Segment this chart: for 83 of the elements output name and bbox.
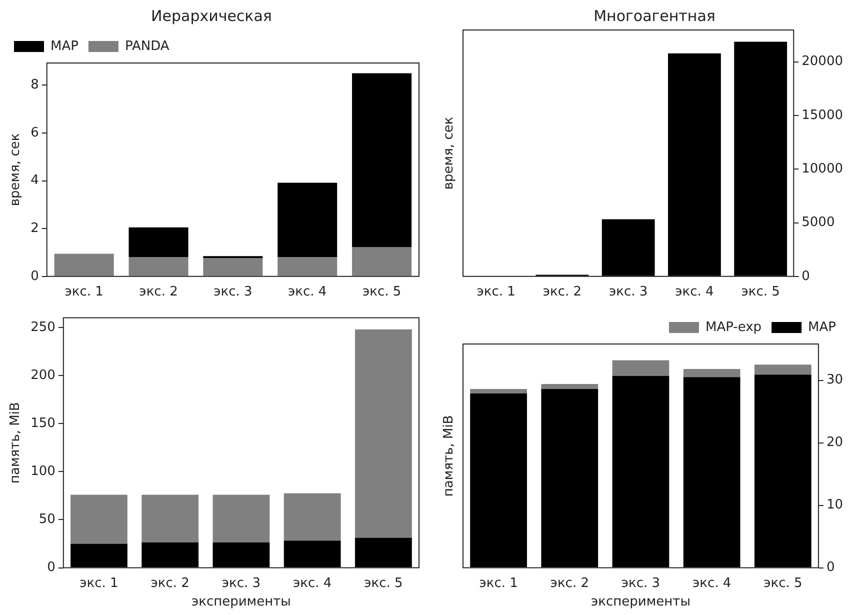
x-tick-label: экс. 2 xyxy=(139,284,178,300)
x-tick-label: экс. 1 xyxy=(476,284,516,300)
bar xyxy=(128,257,188,276)
y-tick-label: 2 xyxy=(30,220,39,236)
bar xyxy=(754,374,812,568)
legend-label: MAP xyxy=(808,320,836,335)
x-tick-label: экс. 4 xyxy=(692,576,732,591)
x-tick-label: экс. 5 xyxy=(764,576,802,591)
chart-title: Иерархическая xyxy=(151,6,272,25)
x-axis-title: эксперименты xyxy=(191,594,291,610)
x-tick-label: экс. 1 xyxy=(479,576,518,591)
bar xyxy=(278,182,338,258)
y-tick-label: 150 xyxy=(30,416,56,431)
y-tick-label: 100 xyxy=(30,464,56,480)
y2-tick-label: 30 xyxy=(826,372,844,388)
x-tick-label: экс. 4 xyxy=(292,576,332,591)
y-tick-label: 8 xyxy=(30,78,39,93)
bar xyxy=(734,42,788,276)
y-tick-label: 4 xyxy=(30,173,39,188)
bar xyxy=(352,247,412,276)
y2-tick-label: 5000 xyxy=(802,215,835,230)
bar xyxy=(284,540,341,568)
x-tick-label: экс. 2 xyxy=(542,284,582,300)
x-tick-label: экс. 1 xyxy=(80,576,118,591)
bar xyxy=(612,376,670,568)
y2-axis-title: память, MiB xyxy=(441,415,456,497)
x-tick-label: экс. 5 xyxy=(364,576,403,591)
legend-label: PANDA xyxy=(124,38,170,54)
x-tick-label: экс. 3 xyxy=(621,576,660,591)
bar xyxy=(612,360,670,376)
x-tick-label: экс. 3 xyxy=(608,284,648,300)
y2-tick-label: 20000 xyxy=(802,54,844,70)
y-tick-label: 6 xyxy=(30,125,39,140)
y-tick-label: 0 xyxy=(30,268,39,284)
bar xyxy=(541,384,598,390)
bar xyxy=(212,494,270,542)
bar xyxy=(754,364,812,375)
x-axis-title: эксперименты xyxy=(590,594,690,610)
y2-axis-title: время, сек xyxy=(441,116,456,190)
bar xyxy=(212,542,270,568)
y-tick-label: 0 xyxy=(47,560,56,576)
x-tick-label: экс. 4 xyxy=(288,284,327,300)
y-tick-label: 200 xyxy=(30,368,56,383)
bar xyxy=(683,377,740,568)
y2-tick-label: 0 xyxy=(802,268,810,284)
legend-label: MAP xyxy=(50,38,79,54)
y-tick-label: 250 xyxy=(30,320,56,335)
x-tick-label: экс. 1 xyxy=(64,284,104,300)
x-tick-label: экс. 4 xyxy=(675,284,714,300)
bar xyxy=(668,53,721,276)
bar xyxy=(541,389,598,568)
bar xyxy=(354,329,412,538)
y-axis-title: время, сек xyxy=(8,133,24,206)
bar xyxy=(142,542,199,568)
y2-tick-label: 0 xyxy=(826,560,835,576)
x-tick-label: экс. 5 xyxy=(362,284,402,300)
bar xyxy=(70,494,128,544)
y2-tick-label: 10000 xyxy=(802,162,844,177)
y-axis-title: память, MiB xyxy=(8,402,24,484)
bar xyxy=(683,369,740,378)
legend-label: MAP-exp xyxy=(705,320,762,335)
bar xyxy=(352,73,412,248)
bar xyxy=(54,254,114,276)
bar xyxy=(278,257,338,276)
bar xyxy=(470,393,527,568)
x-tick-label: экс. 2 xyxy=(550,576,589,591)
x-tick-label: экс. 3 xyxy=(214,284,252,300)
chart-title: Многоагентная xyxy=(594,6,716,25)
bar xyxy=(284,493,341,541)
y2-tick-label: 15000 xyxy=(802,108,844,123)
x-tick-label: экс. 3 xyxy=(222,576,261,591)
bar xyxy=(602,219,655,276)
y2-tick-label: 10 xyxy=(826,498,844,513)
y2-tick-label: 20 xyxy=(826,435,844,450)
y-tick-label: 50 xyxy=(38,512,56,528)
bar xyxy=(70,544,128,568)
bar xyxy=(142,494,199,542)
bar xyxy=(354,538,412,568)
x-tick-label: экс. 2 xyxy=(150,576,190,591)
bar xyxy=(128,227,188,258)
x-tick-label: экс. 5 xyxy=(741,284,780,300)
bar xyxy=(203,258,263,276)
bar xyxy=(470,389,527,394)
